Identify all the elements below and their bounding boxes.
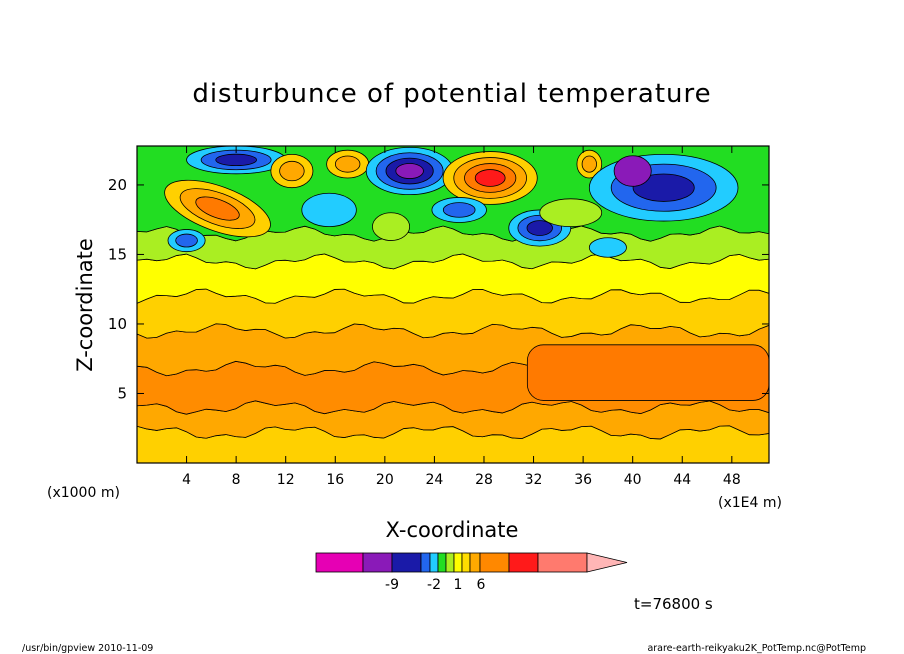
x-tick-label: 8 (232, 472, 241, 488)
warm-core (526, 344, 769, 401)
x-tick-label: 16 (326, 472, 344, 488)
x-tick-label: 48 (723, 472, 741, 488)
colorbar-swatch (508, 552, 539, 573)
colorbar-swatch (461, 552, 471, 573)
x-tick-label: 40 (624, 472, 642, 488)
footer-right: arare-earth-reikyaku2K_PotTemp.nc@PotTem… (647, 643, 866, 654)
colorbar-swatch (429, 552, 439, 573)
colorbar-swatch (362, 552, 393, 573)
colorbar-swatch (315, 552, 364, 573)
colorbar-arrow (586, 552, 628, 573)
x-tick-label: 44 (673, 472, 691, 488)
contour-blob (334, 155, 361, 173)
x-tick-label: 24 (425, 472, 443, 488)
plot-frame (136, 145, 770, 464)
contour-blob (279, 160, 305, 182)
colorbar-swatch (479, 552, 510, 573)
contour-blob (581, 155, 597, 173)
y-tick-label: 5 (117, 384, 127, 402)
x-units-left: (x1000 m) (47, 485, 120, 501)
x-tick-label: 32 (525, 472, 543, 488)
colorbar-swatch (537, 552, 588, 573)
contour-blob (195, 196, 240, 221)
colorbar-swatch (391, 552, 422, 573)
contour-blobs (164, 146, 739, 258)
colorbar: -9 -2 1 6 (315, 552, 628, 593)
x-tick-label: 28 (475, 472, 493, 488)
contour-blob (215, 153, 257, 167)
colorbar-swatch (453, 552, 463, 573)
contour-blob (395, 163, 424, 179)
y-axis-label: Z-coordinate (73, 238, 97, 372)
x-axis-label: X-coordinate (386, 518, 519, 542)
colorbar-label: -2 (427, 577, 441, 593)
footer-left: /usr/bin/gpview 2010-11-09 (22, 643, 153, 654)
colorbar-swatch (437, 552, 447, 573)
colorbar-label: -9 (385, 577, 399, 593)
contour-blob (301, 192, 357, 228)
x-tick-label: 36 (574, 472, 592, 488)
colorbar-swatch (420, 552, 431, 573)
contour-blob (526, 220, 553, 236)
colorbar-swatch (469, 552, 481, 573)
x-axis: 4 8 12 16 20 24 28 32 36 40 44 48 (182, 146, 741, 488)
colorbar-swatch (445, 552, 455, 573)
plot-area (137, 146, 769, 463)
colorbar-label: 6 (477, 577, 486, 593)
y-axis: 5 10 15 20 (108, 176, 769, 402)
y-tick-label: 10 (108, 315, 127, 333)
contour-blob (539, 198, 603, 228)
warm-core-region (526, 344, 769, 401)
contour-blob (632, 173, 695, 202)
contour-blob (372, 212, 411, 241)
contour-blob (474, 169, 506, 187)
y-tick-label: 15 (108, 245, 127, 263)
x-tick-label: 20 (376, 472, 394, 488)
x-tick-label: 4 (182, 472, 191, 488)
contour-blob (442, 202, 476, 218)
colorbar-label: 1 (454, 577, 463, 593)
contour-blob (613, 155, 652, 187)
contour-blob (175, 233, 198, 248)
x-units-right: (x1E4 m) (718, 495, 782, 511)
contour-blob (588, 237, 627, 258)
x-tick-label: 12 (277, 472, 295, 488)
time-label: t=76800 s (634, 595, 713, 613)
y-tick-label: 20 (108, 176, 127, 194)
chart-title: disturbunce of potential temperature (192, 79, 711, 109)
